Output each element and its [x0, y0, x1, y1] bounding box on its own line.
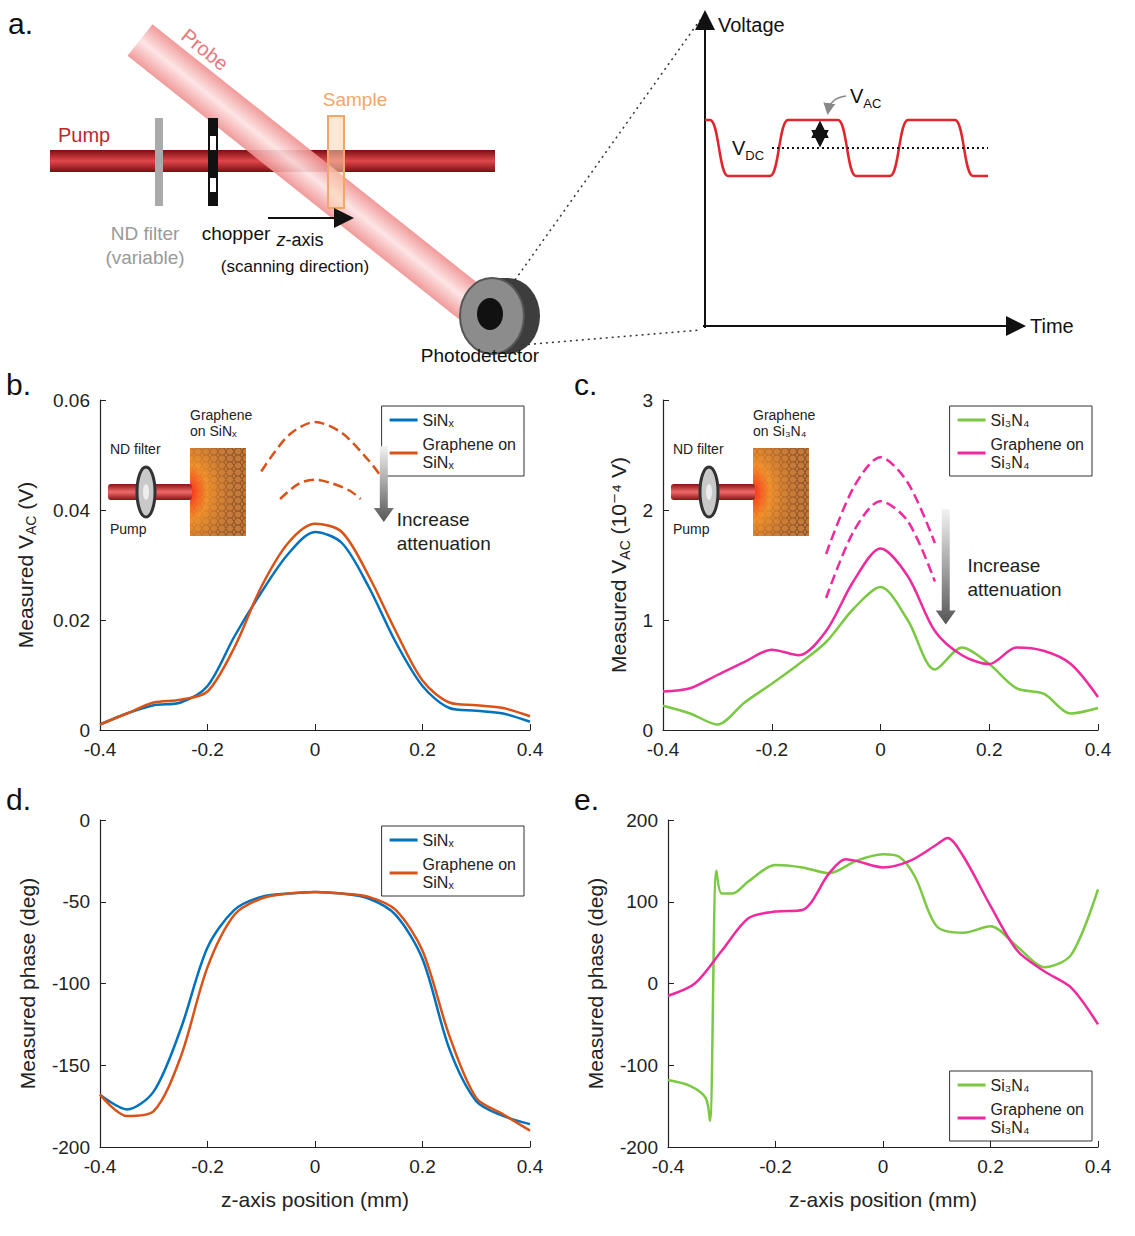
svg-text:0.2: 0.2	[409, 1156, 435, 1177]
html-text:e.: e.	[574, 783, 599, 816]
svg-text:Sample: Sample	[323, 89, 387, 110]
svg-text:Measured phase (deg): Measured phase (deg)	[16, 878, 39, 1089]
html-text:d.: d.	[6, 783, 31, 816]
svg-text:0.2: 0.2	[977, 1156, 1003, 1177]
svg-text:SiNₓ: SiNₓ	[423, 832, 455, 849]
svg-text:SiNₓ: SiNₓ	[423, 874, 455, 891]
svg-text:0: 0	[647, 973, 658, 994]
svg-text:ND filter: ND filter	[111, 223, 180, 244]
svg-text:0.2: 0.2	[976, 739, 1002, 760]
svg-text:ND filter: ND filter	[110, 441, 161, 457]
svg-text:3: 3	[642, 390, 653, 411]
svg-text:-0.4: -0.4	[652, 1156, 685, 1177]
svg-text:2: 2	[642, 500, 653, 521]
svg-text:0: 0	[875, 739, 886, 760]
svg-text:Voltage: Voltage	[718, 14, 785, 36]
svg-text:Measured V: Measured V	[607, 560, 630, 673]
svg-text:AC: AC	[23, 516, 39, 535]
svg-text:(V): (V)	[14, 482, 37, 516]
svg-text:-0.4: -0.4	[84, 1156, 117, 1177]
svg-text:AC: AC	[617, 540, 633, 559]
svg-text:Graphene on: Graphene on	[991, 1101, 1084, 1118]
svg-text:-150: -150	[52, 1055, 90, 1076]
svg-text:-0.4: -0.4	[647, 739, 680, 760]
svg-text:chopper: chopper	[202, 223, 271, 244]
svg-text:Si₃N₄: Si₃N₄	[991, 1119, 1030, 1136]
svg-text:-200: -200	[620, 1137, 658, 1158]
svg-text:-0.2: -0.2	[759, 1156, 792, 1177]
svg-text:0.4: 0.4	[517, 1156, 544, 1177]
svg-text:Probe: Probe	[177, 24, 232, 74]
svg-text:Increase: Increase	[968, 555, 1041, 576]
svg-text:-0.2: -0.2	[191, 739, 224, 760]
svg-text:attenuation: attenuation	[397, 533, 491, 554]
svg-text:on Si₃N₄: on Si₃N₄	[753, 423, 807, 439]
svg-text:z-axis position (mm): z-axis position (mm)	[221, 1188, 409, 1211]
svg-text:(variable): (variable)	[105, 247, 184, 268]
svg-text:VAC: VAC	[850, 85, 881, 111]
svg-text:(scanning direction): (scanning direction)	[221, 257, 369, 276]
svg-text:0.02: 0.02	[53, 610, 90, 631]
svg-text:on SiNₓ: on SiNₓ	[190, 423, 237, 439]
svg-text:100: 100	[626, 891, 658, 912]
svg-text:attenuation: attenuation	[968, 579, 1062, 600]
svg-text:Si₃N₄: Si₃N₄	[991, 1077, 1030, 1094]
svg-text:Pump: Pump	[673, 521, 710, 537]
html-text:b.: b.	[6, 368, 31, 401]
svg-text:z-axis position (mm): z-axis position (mm)	[789, 1188, 977, 1211]
svg-text:0.4: 0.4	[1085, 739, 1112, 760]
svg-text:Measured phase (deg): Measured phase (deg)	[584, 878, 607, 1089]
svg-text:(10⁻⁴ V): (10⁻⁴ V)	[607, 457, 630, 540]
svg-text:SiNₓ: SiNₓ	[423, 412, 455, 429]
svg-text:a.: a.	[8, 7, 33, 40]
svg-text:z-axis: z-axis	[275, 230, 323, 250]
svg-text:-50: -50	[63, 891, 90, 912]
svg-text:0: 0	[310, 739, 321, 760]
svg-text:Pump: Pump	[58, 124, 110, 146]
svg-text:0.2: 0.2	[409, 739, 435, 760]
svg-text:Increase: Increase	[397, 509, 470, 530]
svg-text:0.06: 0.06	[53, 390, 90, 411]
svg-text:Pump: Pump	[110, 521, 147, 537]
svg-text:-200: -200	[52, 1137, 90, 1158]
svg-text:Time: Time	[1030, 315, 1074, 337]
svg-text:SiNₓ: SiNₓ	[423, 454, 455, 471]
svg-text:0.04: 0.04	[53, 500, 90, 521]
svg-text:Photodetector: Photodetector	[421, 345, 540, 366]
html-text:c.: c.	[574, 368, 598, 401]
svg-text:-100: -100	[620, 1055, 658, 1076]
svg-text:Graphene: Graphene	[753, 407, 815, 423]
svg-text:-0.4: -0.4	[84, 739, 117, 760]
svg-text:0: 0	[79, 810, 90, 831]
svg-text:1: 1	[642, 610, 653, 631]
svg-text:-100: -100	[52, 973, 90, 994]
svg-text:VDC: VDC	[732, 137, 764, 163]
svg-text:-0.2: -0.2	[191, 1156, 224, 1177]
svg-text:ND filter: ND filter	[673, 441, 724, 457]
svg-text:Si₃N₄: Si₃N₄	[991, 454, 1030, 471]
svg-text:0: 0	[878, 1156, 889, 1177]
svg-text:200: 200	[626, 810, 658, 831]
svg-text:Graphene on: Graphene on	[991, 436, 1084, 453]
svg-text:Graphene on: Graphene on	[423, 856, 516, 873]
svg-text:Measured V: Measured V	[14, 535, 37, 648]
svg-text:0: 0	[642, 720, 653, 741]
svg-text:-0.2: -0.2	[755, 739, 788, 760]
svg-text:0.4: 0.4	[517, 739, 544, 760]
svg-text:Graphene on: Graphene on	[423, 436, 516, 453]
svg-text:0: 0	[79, 720, 90, 741]
svg-text:0.4: 0.4	[1085, 1156, 1112, 1177]
svg-text:Graphene: Graphene	[190, 407, 252, 423]
svg-text:0: 0	[310, 1156, 321, 1177]
svg-text:Si₃N₄: Si₃N₄	[991, 412, 1030, 429]
